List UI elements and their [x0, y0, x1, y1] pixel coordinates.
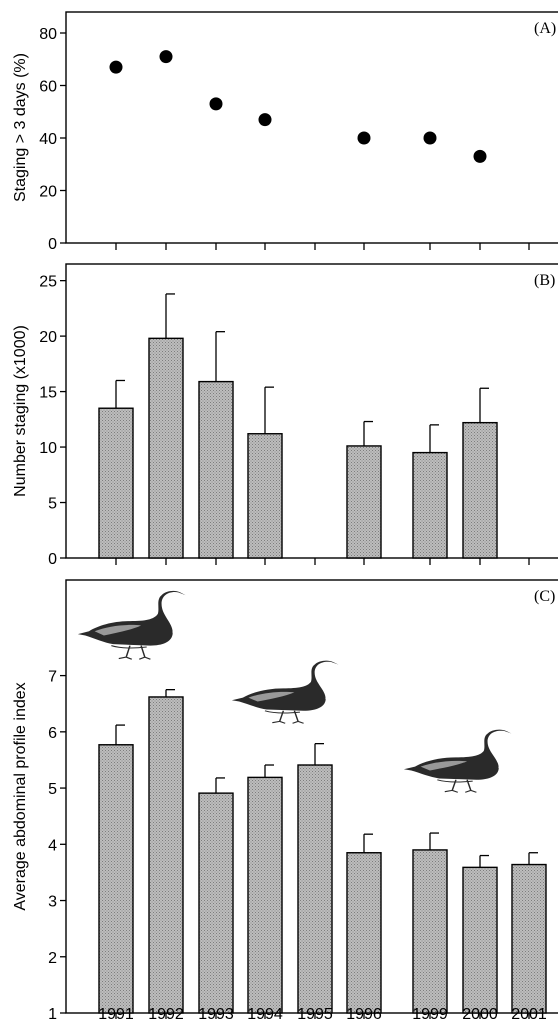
bar: [98, 407, 134, 559]
plot-frame: [65, 263, 558, 559]
data-point: [109, 60, 123, 74]
x-tick-label: 1994: [247, 1006, 283, 1022]
data-point: [357, 131, 371, 145]
y-tick-label: 20: [39, 184, 57, 201]
y-tick-label: 5: [48, 781, 57, 798]
bar: [412, 451, 448, 559]
data-point: [209, 97, 223, 111]
y-tick-label: 0: [48, 551, 57, 568]
bar: [247, 433, 283, 559]
panel-label: (C): [534, 588, 555, 605]
bar: [511, 863, 547, 1014]
data-point: [423, 131, 437, 145]
goose-illustration-3: [403, 728, 513, 794]
plot-frame: [65, 11, 558, 244]
bar: [198, 792, 234, 1014]
y-tick-label: 40: [39, 131, 57, 148]
panel-label: (B): [534, 272, 555, 289]
x-tick-label: 2001: [511, 1006, 547, 1022]
chart-panel-3: 1 2 3 4 5 6 7 Average abdominal profile index (C…: [12, 579, 558, 1022]
y-tick-label: 6: [48, 725, 57, 742]
y-tick-label: 60: [39, 79, 57, 96]
y-tick-label: 80: [39, 26, 57, 43]
bar: [412, 849, 448, 1014]
y-tick-label: 15: [39, 385, 57, 402]
bar: [297, 764, 333, 1014]
panel-label: (A): [534, 20, 556, 37]
x-tick-label: 1996: [346, 1006, 382, 1022]
goose-illustration-1: [77, 590, 187, 661]
y-tick-label: 10: [39, 440, 57, 457]
y-tick-label: 25: [39, 274, 57, 291]
y-tick-label: 20: [39, 329, 57, 346]
y-axis-label: Number staging (x1000): [12, 325, 29, 497]
goose-illustration-2: [231, 659, 340, 725]
data-point: [258, 113, 272, 127]
y-tick-label: 1: [48, 1006, 57, 1022]
chart-panel-1: 0 20 40 60 80 Staging > 3 days (%) (A): [12, 11, 558, 253]
x-tick-label: 1993: [198, 1006, 234, 1022]
x-tick-label: 1999: [412, 1006, 448, 1022]
y-axis-label: Average abdominal profile index: [12, 682, 29, 910]
data-point: [473, 149, 487, 163]
bar: [148, 696, 184, 1014]
y-tick-label: 4: [48, 837, 57, 854]
bar: [198, 380, 234, 559]
data-point: [159, 50, 173, 64]
bar: [346, 445, 382, 559]
y-tick-label: 3: [48, 894, 57, 911]
bar: [148, 337, 184, 559]
bar: [462, 421, 498, 559]
bar: [98, 744, 134, 1014]
y-tick-label: 5: [48, 496, 57, 513]
y-axis-label: Staging > 3 days (%): [12, 53, 29, 202]
x-tick-label: 1992: [148, 1006, 184, 1022]
y-tick-label: 0: [48, 236, 57, 253]
chart-panel-2: 0 5 10 15 20 25 Number staging (x1000) (B): [12, 263, 558, 568]
x-tick-label: 1991: [98, 1006, 134, 1022]
bar: [462, 866, 498, 1014]
y-tick-label: 2: [48, 950, 57, 967]
bar: [247, 776, 283, 1014]
x-tick-label: 1995: [297, 1006, 333, 1022]
x-tick-label: 2000: [462, 1006, 498, 1022]
y-tick-label: 7: [48, 669, 57, 686]
bar: [346, 852, 382, 1014]
